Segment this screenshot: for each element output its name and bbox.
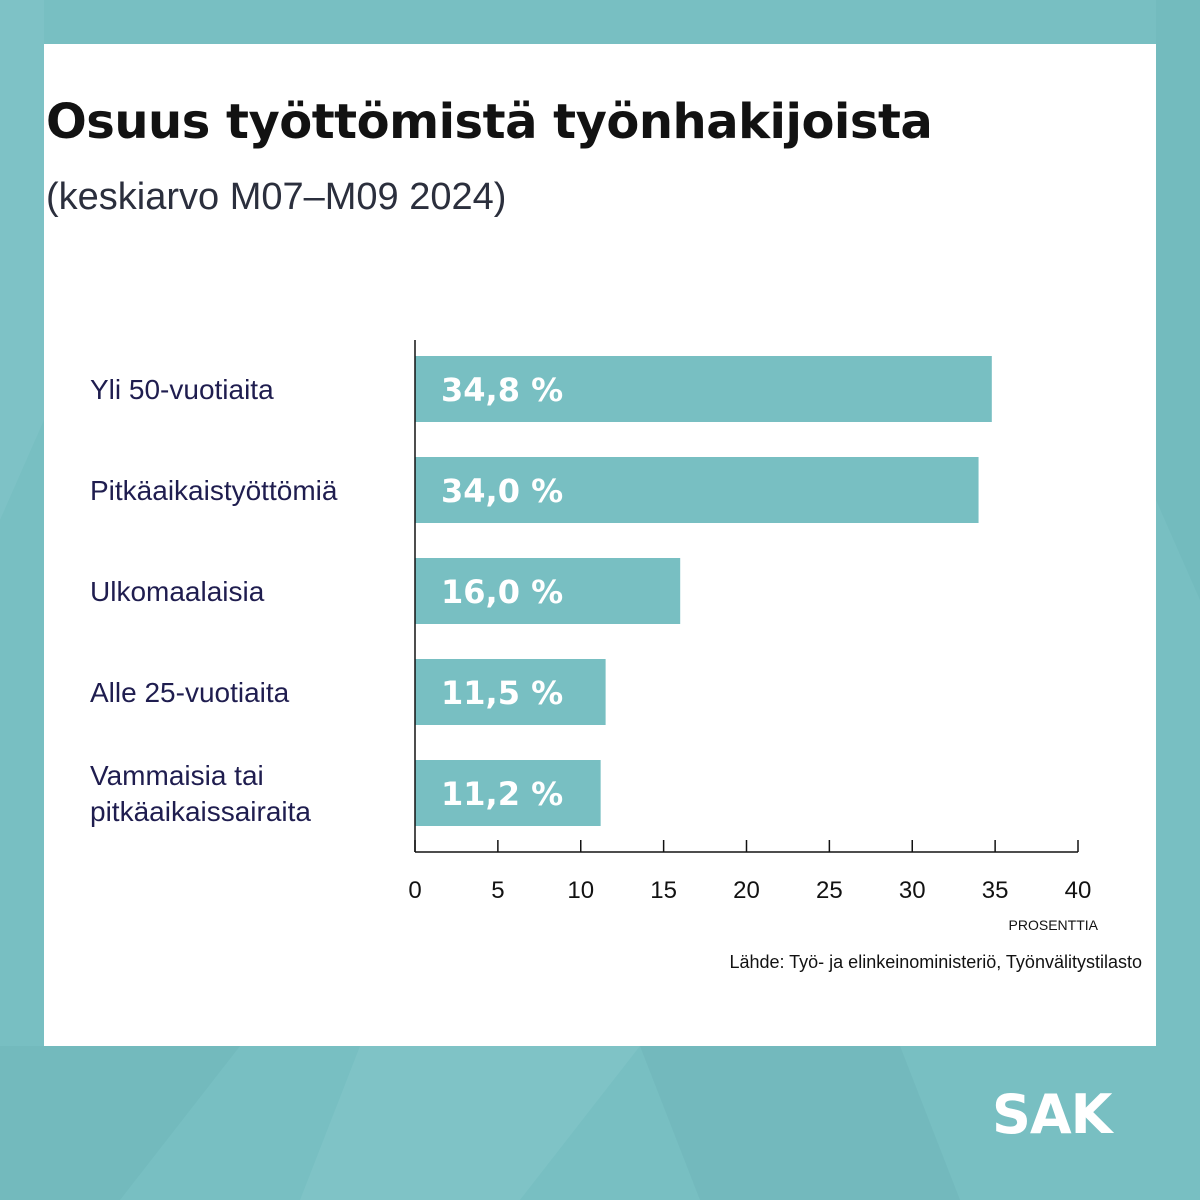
- x-axis-label: PROSENTTIA: [1009, 917, 1099, 933]
- x-tick-label: 20: [733, 877, 760, 904]
- x-tick-label: 0: [408, 877, 421, 904]
- x-tick-label: 30: [899, 877, 926, 904]
- bar: [415, 760, 601, 826]
- source-note: Lähde: Työ- ja elinkeinoministeriö, Työn…: [729, 952, 1142, 972]
- bar-value-label: 34,8 %: [441, 371, 563, 409]
- x-tick-label: 15: [650, 877, 677, 904]
- bar: [415, 457, 979, 523]
- x-tick-label: 40: [1065, 877, 1092, 904]
- bar: [415, 659, 606, 725]
- x-tick-label: 35: [982, 877, 1009, 904]
- bar: [415, 356, 992, 422]
- category-labels: Yli 50-vuotiaita Pitkäaikaistyöttömiä Ulko…: [90, 374, 338, 827]
- chart-subtitle: (keskiarvo M07–M09 2024): [46, 176, 507, 218]
- bars-layer: 34,8 % 34,0 % 16,0 % 11,5 % 11,2 %: [415, 356, 992, 826]
- category-label: pitkäaikaissairaita: [90, 796, 311, 827]
- x-tick-label: 5: [491, 877, 504, 904]
- x-tick-label: 25: [816, 877, 843, 904]
- chart-card: [44, 44, 1156, 1046]
- category-label: Ulkomaalaisia: [90, 576, 265, 607]
- category-label: Pitkäaikaistyöttömiä: [90, 475, 338, 506]
- bar-value-label: 34,0 %: [441, 472, 563, 510]
- x-axis: 0 5 10 15 20 25 30 35 40 PROSENTTIA: [408, 340, 1099, 933]
- x-tick-label: 10: [567, 877, 594, 904]
- bar: [415, 558, 681, 624]
- sak-logo: SAK: [992, 1083, 1113, 1146]
- bar-value-label: 11,2 %: [441, 775, 563, 813]
- category-label: Vammaisia tai: [90, 760, 264, 791]
- bar-value-label: 16,0 %: [441, 573, 563, 611]
- chart-title: Osuus työttömistä työnhakijoista: [46, 94, 933, 150]
- category-label: Yli 50-vuotiaita: [90, 374, 274, 405]
- category-label: Alle 25-vuotiaita: [90, 677, 290, 708]
- bar-value-label: 11,5 %: [441, 674, 563, 712]
